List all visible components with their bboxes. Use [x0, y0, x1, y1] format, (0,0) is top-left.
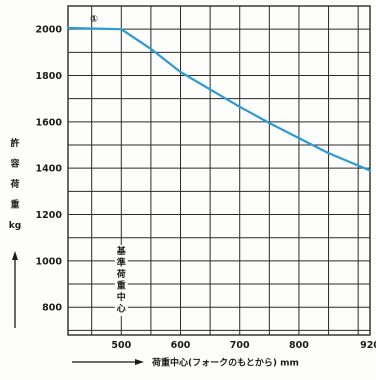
annotation-char: 重 — [117, 280, 126, 292]
y-axis-title-char: 重 — [10, 199, 19, 211]
y-tick-label: 1600 — [36, 117, 63, 128]
annotation-char: 中 — [117, 291, 126, 303]
annotation-char: 荷 — [116, 268, 126, 280]
annotation-char: 準 — [117, 257, 126, 269]
x-tick-label: 700 — [230, 340, 250, 351]
series-marker-label: ① — [90, 14, 98, 25]
labels: 800 1000 1200 1400 1600 1800 2000 500 600 700 800 9… — [9, 14, 376, 368]
x-axis-arrowhead — [135, 359, 144, 365]
y-axis-title-char: 許 — [10, 137, 19, 149]
y-axis-title-char: 容 — [9, 158, 19, 170]
y-tick-label: 800 — [42, 303, 62, 314]
y-axis-arrowhead — [12, 251, 18, 260]
x-tick-label: 800 — [289, 340, 309, 351]
y-tick-label: 1800 — [36, 71, 63, 82]
y-tick-label: 1200 — [36, 210, 63, 221]
plot-area — [66, 26, 372, 172]
x-tick-label: 920 — [360, 340, 376, 351]
x-axis-title: 荷重中心(フォークのもとから) mm — [151, 357, 299, 369]
annotation-char: 心 — [117, 304, 126, 315]
y-tick-label: 1000 — [36, 256, 63, 267]
x-tick-label: 500 — [111, 340, 131, 351]
x-tick-label: 600 — [171, 340, 191, 351]
y-tick-label: 2000 — [36, 25, 63, 36]
y-tick-label: 1400 — [36, 164, 63, 175]
annotation-backdrop — [114, 245, 128, 316]
series-line — [66, 26, 372, 172]
y-axis-title-char: 荷 — [9, 178, 19, 190]
annotation-char: 基 — [116, 245, 127, 257]
y-axis-title-char: kg — [9, 221, 21, 231]
